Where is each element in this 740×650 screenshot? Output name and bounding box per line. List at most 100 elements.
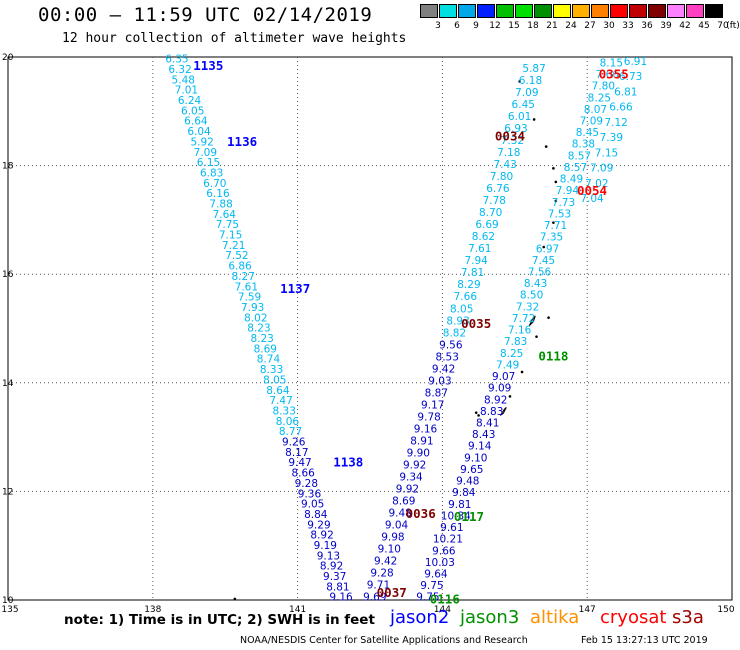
swh-value-label: 8.69 [392,496,415,508]
swh-value-label: 8.38 [572,139,595,151]
swh-value-label: 9.10 [464,452,487,464]
swh-value-label: 7.32 [516,301,539,313]
swh-value-label: 9.64 [424,569,448,581]
island-mark [477,414,480,417]
swh-value-label: 6.18 [519,75,542,87]
y-tick-label: 18 [2,162,14,172]
swh-value-label: 8.07 [584,104,607,116]
color-scale-label: 33 [622,21,634,31]
swh-value-label: 6.70 [203,178,226,190]
y-tick-label: 10 [2,596,14,606]
swh-value-label: 7.66 [596,69,620,81]
footer-note: note: 1) Time is in UTC; 2) SWH is in fe… [64,612,375,628]
pass-time-label: 0054 [577,183,607,198]
swh-value-label: 6.35 [165,54,188,66]
swh-value-label: 6.15 [197,157,220,169]
color-scale-label: 18 [527,21,539,31]
swh-value-label: 5.48 [172,74,195,86]
swh-value-label: 7.66 [454,291,478,303]
swh-value-label: 7.59 [238,292,261,304]
x-tick-label: 150 [717,605,734,615]
swh-value-label: 9.61 [440,522,463,534]
swh-value-label: 8.83 [480,406,503,418]
swh-value-label: 9.92 [403,460,426,472]
swh-value-label: 8.33 [273,405,296,417]
island-mark [542,245,546,249]
swh-value-label: 7.12 [604,117,627,129]
island-mark [520,370,524,374]
swh-value-label: 8.15 [600,57,623,69]
swh-value-label: 9.42 [432,363,455,375]
page-title: 00:00 – 11:59 UTC 02/14/2019 [38,4,373,26]
swh-value-label: 7.32 [501,135,524,147]
swh-value-label: 8.50 [520,290,543,302]
pass-time-label: 0035 [461,316,491,331]
swh-value-label: 9.47 [288,457,311,469]
color-scale-label: 21 [546,21,558,31]
color-swatch [496,4,514,18]
swh-value-label: 7.78 [483,195,506,207]
swh-value-label: 7.88 [209,199,232,211]
swh-value-label: 7.94 [464,255,488,267]
x-tick-label: 135 [1,605,18,615]
y-tick-label: 14 [2,379,14,389]
swh-value-label: 6.97 [536,243,559,255]
pass-time-label: 0034 [495,129,525,144]
swh-value-label: 8.92 [310,530,333,542]
y-tick-label: 12 [2,487,13,497]
color-scale-label: 9 [473,21,479,31]
pass-time-label: 1136 [227,134,257,149]
color-swatch [420,4,438,18]
swh-value-label: 6.83 [200,167,223,179]
swh-value-label: 8.93 [446,315,469,327]
swh-value-label: 7.80 [592,81,615,93]
swh-value-label: 5.92 [190,136,213,148]
swh-value-label: 9.48 [388,508,411,520]
swh-value-label: 9.98 [381,532,404,544]
pass-time-label: 0355 [599,66,629,81]
swh-value-label: 8.17 [285,447,308,459]
swh-value-label: 10.21 [433,534,463,546]
island-mark [544,145,548,148]
y-tick-label: 16 [2,270,14,280]
x-tick-label: 144 [434,605,451,615]
color-scale-label: 27 [584,21,596,31]
swh-value-label: 7.94 [556,185,580,197]
swh-value-label: 7.15 [595,147,618,159]
swh-value-label: 7.64 [213,209,237,221]
island-mark [233,597,237,601]
swh-value-label: 7.09 [580,116,603,128]
swh-value-label: 9.26 [282,437,306,449]
swh-value-label: 7.21 [222,240,245,252]
swh-value-label: 6.91 [624,56,647,68]
swh-value-label: 8.62 [472,231,495,243]
color-scale-label: 30 [603,21,615,31]
swh-value-label: 7.09 [590,163,613,175]
island-mark [552,167,555,170]
swh-value-label: 7.83 [504,336,527,348]
x-tick-label: 147 [579,605,596,615]
swh-value-label: 7.18 [497,147,520,159]
pass-time-label: 0118 [538,349,568,364]
color-swatch [610,4,628,18]
swh-value-label: 6.45 [512,99,535,111]
color-swatch [534,4,552,18]
swh-value-label: 7.72 [512,313,535,325]
swh-value-label: 8.91 [410,435,433,447]
plot-frame [7,56,733,601]
x-tick-label: 141 [289,605,306,615]
island-mark [535,335,538,338]
swh-value-label: 9.13 [317,550,340,562]
color-scale-label: 3 [435,21,441,31]
swh-value-label: 6.93 [504,123,527,135]
swh-value-label: 7.53 [548,208,571,220]
swh-value-label: 6.66 [609,102,633,114]
generated-timestamp: Feb 15 13:27:13 UTC 2019 [581,635,708,646]
swh-value-label: 7.52 [225,250,248,262]
swh-value-label: 8.57 [564,162,587,174]
island-mark [547,316,550,319]
swh-value-label: 8.69 [254,343,277,355]
swh-value-label: 9.81 [448,499,471,511]
swh-value-label: 7.49 [496,359,519,371]
swh-value-label: 10.03 [425,557,455,569]
